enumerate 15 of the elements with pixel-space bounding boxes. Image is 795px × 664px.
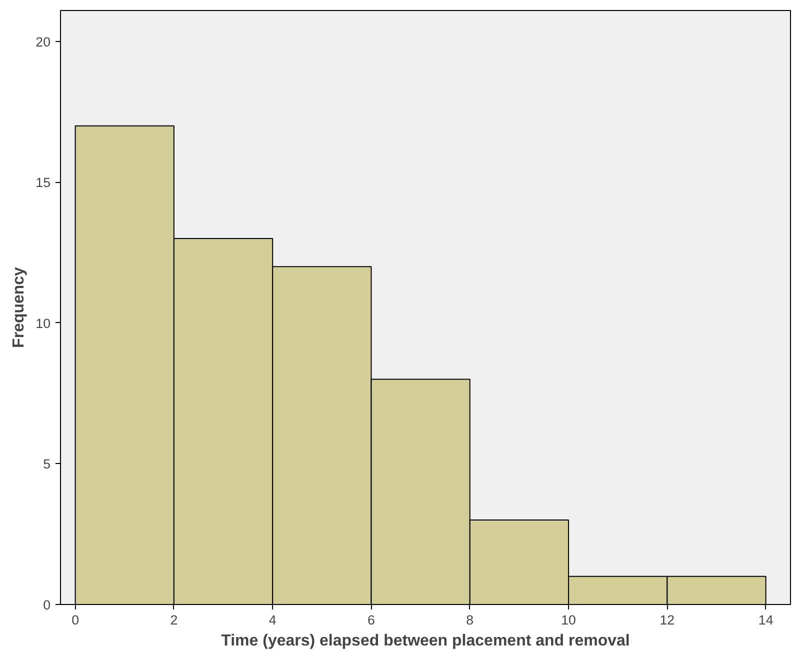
x-tick-label: 8 xyxy=(466,612,474,628)
x-tick-label: 4 xyxy=(268,612,277,628)
x-tick-label: 10 xyxy=(561,612,576,628)
x-tick-label: 12 xyxy=(660,612,675,628)
y-tick-label: 5 xyxy=(43,456,51,472)
y-tick-label: 15 xyxy=(36,175,51,190)
y-tick-label: 0 xyxy=(43,598,51,612)
x-tick-label: 6 xyxy=(368,612,375,628)
y-tick-label: 20 xyxy=(36,34,51,50)
x-tick-label: 0 xyxy=(72,612,80,628)
x-tick-label: 14 xyxy=(758,612,774,628)
y-axis-title: Frequency xyxy=(10,266,28,348)
x-tick-label: 2 xyxy=(170,612,178,628)
x-axis-title: Time (years) elapsed between placement and removal xyxy=(221,632,630,650)
y-tick-label: 10 xyxy=(36,316,51,331)
